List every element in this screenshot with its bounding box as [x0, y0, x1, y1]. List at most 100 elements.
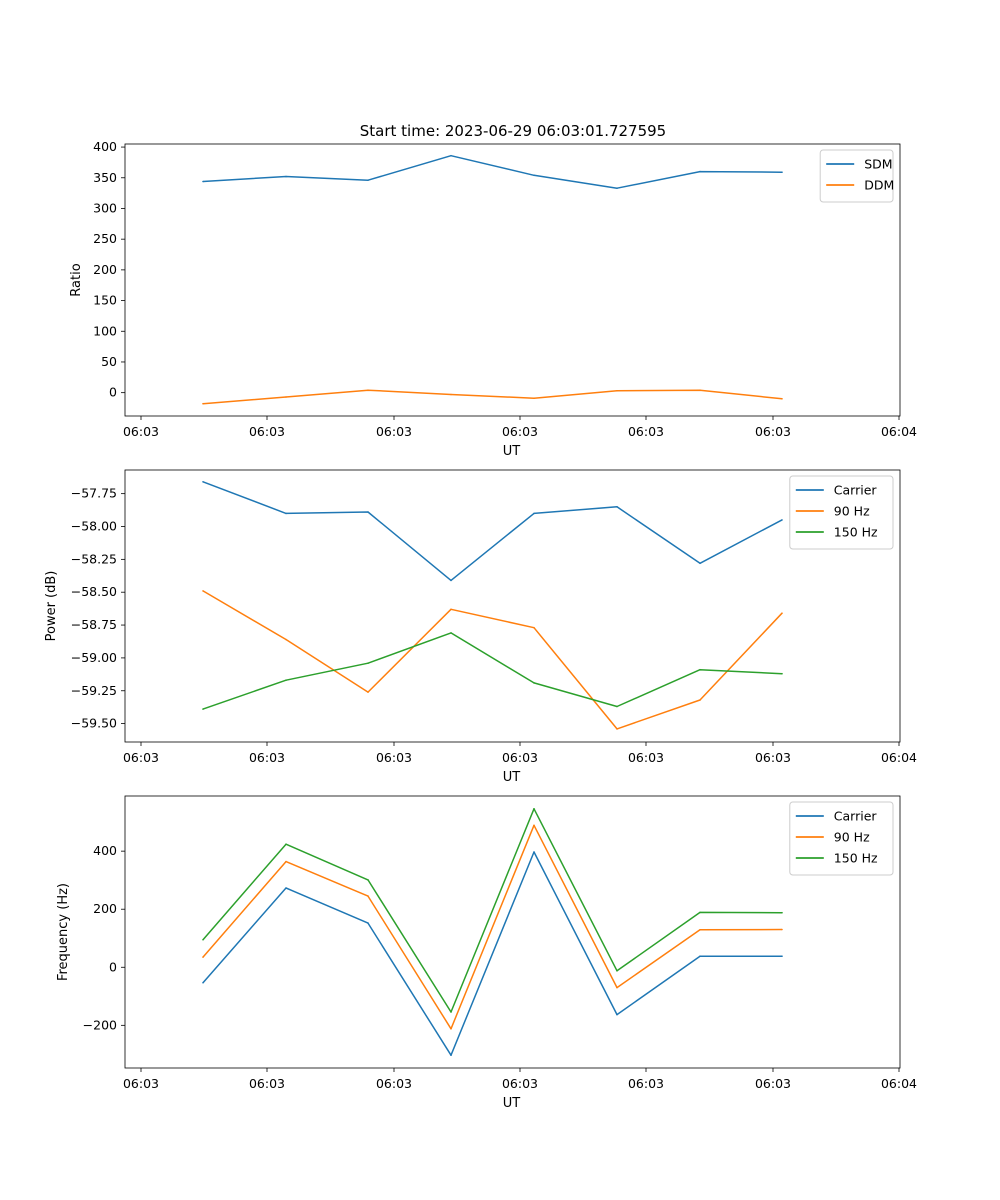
legend: SDM DDM — [819, 149, 894, 203]
data-point — [533, 512, 535, 515]
x-axis-label: UT — [503, 444, 521, 459]
x-axis-label: UT — [503, 1096, 521, 1111]
y-tick-label: 200 — [93, 901, 117, 916]
data-point — [285, 396, 287, 398]
y-axis-label: Frequency (Hz) — [56, 883, 71, 981]
data-point — [616, 986, 618, 989]
x-tick-label: 06:04 — [881, 1076, 917, 1091]
series-line-carrier — [202, 851, 782, 1056]
data-point — [781, 171, 783, 173]
axes-frame — [124, 143, 901, 417]
data-point — [616, 1013, 618, 1016]
data-point — [450, 579, 452, 582]
y-tick-label: 100 — [93, 323, 117, 338]
data-point — [450, 608, 452, 611]
legend-label: 90 Hz — [834, 830, 870, 845]
legend-label: DDM — [864, 178, 894, 193]
data-point — [202, 981, 204, 984]
data-point — [616, 705, 618, 708]
data-point — [450, 632, 452, 634]
legend-label: 150 Hz — [834, 525, 878, 540]
chart-panel-2: −59.50 −59.25 −59.00 −58.75 −58.50 −58.25 −58.… — [44, 469, 917, 785]
data-point — [699, 911, 701, 914]
data-point — [699, 668, 701, 671]
x-tick-label: 06:03 — [755, 1076, 791, 1091]
series-line-90-hz — [202, 590, 783, 730]
legend-box — [789, 801, 894, 876]
y-tick-label: 350 — [93, 170, 117, 185]
data-point — [781, 519, 783, 521]
legend-box — [789, 475, 894, 550]
legend-label: Carrier — [834, 809, 878, 824]
y-tick-label: 300 — [93, 200, 117, 215]
y-tick-label: 0 — [109, 959, 117, 974]
data-point — [367, 389, 369, 392]
data-point — [699, 389, 701, 392]
x-tick-label: 06:03 — [249, 1076, 285, 1091]
figure-title: Start time: 2023-06-29 06:03:01.727595 — [360, 122, 666, 140]
x-tick-label: 06:03 — [755, 424, 791, 439]
data-point — [533, 397, 535, 400]
data-point — [781, 911, 783, 914]
data-point — [367, 895, 369, 897]
data-point — [616, 970, 618, 972]
data-point — [450, 1011, 452, 1013]
chart-panel-3: −200 0 200 400 06:03 06:03 06:03 06:03 06:03 06:0… — [56, 795, 917, 1111]
x-tick-label: 06:03 — [123, 1076, 159, 1091]
axes-frame — [124, 469, 901, 743]
x-tick-label: 06:03 — [502, 750, 538, 765]
data-point — [533, 626, 535, 629]
x-tick-label: 06:04 — [881, 424, 917, 439]
data-point — [616, 506, 618, 508]
data-point — [699, 699, 701, 701]
data-point — [781, 672, 783, 675]
data-point — [285, 860, 287, 863]
data-point — [450, 1028, 452, 1030]
data-point — [367, 879, 369, 881]
data-point — [202, 938, 204, 941]
y-tick-label: 150 — [93, 293, 117, 308]
data-point — [285, 887, 287, 889]
y-tick-label: −59.25 — [71, 683, 117, 698]
data-point — [450, 1054, 452, 1056]
data-point — [781, 398, 783, 400]
data-point — [533, 682, 535, 684]
x-tick-label: 06:03 — [249, 424, 285, 439]
data-point — [285, 843, 287, 845]
y-tick-label: −58.75 — [71, 617, 117, 632]
data-point — [450, 154, 452, 157]
data-point — [202, 481, 204, 483]
data-point — [616, 728, 618, 730]
data-point — [202, 708, 204, 710]
data-point — [202, 956, 204, 958]
legend-label: Carrier — [834, 483, 878, 498]
data-point — [202, 402, 204, 405]
y-tick-label: 0 — [109, 385, 117, 400]
data-point — [202, 180, 204, 183]
y-tick-label: −59.00 — [71, 650, 117, 665]
y-tick-label: −58.50 — [71, 584, 117, 599]
legend: Carrier 90 Hz 150 Hz — [789, 801, 894, 876]
data-point — [450, 393, 452, 396]
x-tick-label: 06:04 — [881, 750, 917, 765]
series-line-carrier — [202, 481, 783, 582]
x-tick-label: 06:03 — [502, 1076, 538, 1091]
y-axis-label: Power (dB) — [44, 571, 59, 642]
x-tick-label: 06:03 — [628, 424, 664, 439]
y-tick-label: 250 — [93, 231, 117, 246]
legend-label: SDM — [864, 157, 892, 172]
series-line-90-hz — [202, 824, 783, 1030]
series-line-150-hz — [202, 632, 783, 710]
y-tick-label: 400 — [93, 843, 117, 858]
data-point — [367, 662, 369, 664]
data-point — [367, 511, 369, 513]
axes-frame — [124, 795, 901, 1069]
y-tick-label: −57.75 — [71, 486, 117, 501]
x-tick-label: 06:03 — [376, 424, 412, 439]
x-tick-label: 06:03 — [502, 424, 538, 439]
data-point — [533, 824, 535, 827]
data-point — [285, 638, 287, 641]
data-point — [285, 512, 287, 515]
x-tick-label: 06:03 — [376, 750, 412, 765]
